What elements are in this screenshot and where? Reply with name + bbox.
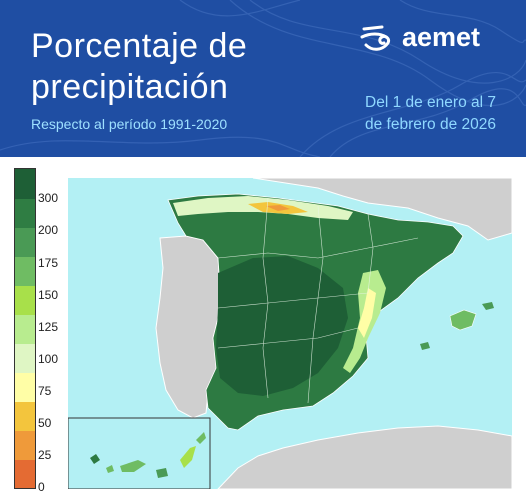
legend-swatch [15,460,35,488]
legend-tick-label: 25 [38,448,52,462]
canary-island-tenerife [120,460,146,472]
canary-island-lanzarote [196,432,206,444]
france-landmass [252,178,512,241]
east-coast-dry [358,288,376,338]
legend-swatch [15,286,35,315]
subtitle: Respecto al período 1991-2020 [31,116,228,132]
contour-pattern [0,0,526,157]
legend-tick-label: 75 [38,384,52,398]
aemet-logo: aemet [360,22,480,53]
legend-tick-label: 300 [38,191,59,205]
legend-tick-label: 150 [38,288,59,302]
legend-tick-label: 200 [38,223,59,237]
legend-tick-label: 125 [38,320,59,334]
legend-tick-label: 100 [38,352,59,366]
north-dry-core [266,205,290,211]
legend-swatch [15,315,35,344]
canary-island-lapalma [90,454,100,464]
legend-ticks: 300 200 175 150 125 100 75 50 25 0 [38,168,68,494]
legend-swatch [15,169,35,199]
menorca [482,302,494,310]
canary-island-fuerteventura [180,446,196,468]
africa-landmass [217,425,512,489]
map-svg [68,178,512,489]
high-precip-zone [216,256,348,396]
canary-island-gomera [106,465,114,473]
aemet-logo-icon [360,25,390,51]
province-borders [217,197,419,404]
legend-tick-label: 175 [38,256,59,270]
period-text: Del 1 de enero al 7 de febrero de 2026 [365,94,496,133]
legend-swatch [15,228,35,257]
legend-tick-label: 50 [38,416,52,430]
logo-text: aemet [402,22,481,52]
page-title: Porcentaje de precipitación [31,27,248,106]
canary-island-grancanaria [156,468,168,478]
legend-tick-label: 0 [38,480,45,494]
legend-swatch [15,199,35,228]
legend-swatch [15,402,35,431]
legend-swatch [15,344,35,373]
color-legend [14,168,36,489]
legend-swatch [15,431,35,460]
legend-swatch [15,257,35,286]
precipitation-map [68,178,512,489]
ibiza [420,342,430,350]
legend-swatch [15,373,35,402]
mallorca [449,309,477,331]
header-banner: Porcentaje de precipitación Respecto al … [0,0,526,157]
